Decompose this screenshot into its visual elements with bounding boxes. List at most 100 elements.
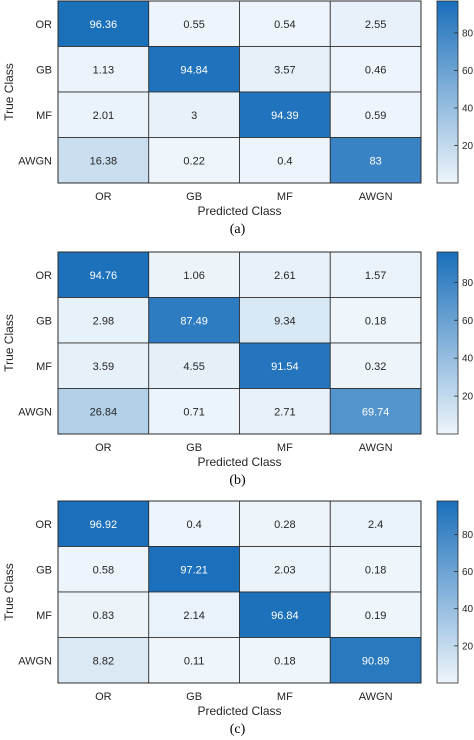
colorbar-tick-label: 20: [462, 392, 474, 403]
cell-value: 3: [191, 110, 197, 122]
x-axis-label: Predicted Class: [197, 704, 281, 718]
x-axis-label: Predicted Class: [197, 204, 281, 218]
y-tick-label: OR: [36, 19, 53, 31]
panel-caption: (b): [229, 473, 246, 488]
colorbar-tick-label: 80: [462, 530, 474, 541]
confusion-matrix-2: 94.76 1.06 2.61 1.57 2.98 87.49 9.34 0.18 3.59 4.…: [2, 251, 474, 488]
cell-value: 2.4: [368, 519, 383, 531]
matrix-cell: [329, 637, 422, 684]
y-tick-label: AWGN: [18, 155, 52, 167]
cell-value: 69.74: [362, 406, 390, 418]
cell-value: 96.92: [90, 519, 118, 531]
colorbar: [436, 500, 459, 684]
matrix-cell: [57, 500, 150, 547]
cell-value: 2.03: [274, 564, 295, 576]
x-tick-label: AWGN: [359, 442, 393, 454]
cell-value: 1.06: [183, 270, 204, 282]
cell-value: 0.18: [365, 315, 386, 327]
matrix-cell: [57, 251, 150, 298]
cell-value: 16.38: [90, 155, 118, 167]
cell-value: 3.57: [274, 64, 295, 76]
cell-value: 2.14: [183, 610, 204, 622]
cell-value: 0.83: [93, 610, 114, 622]
cell-value: 87.49: [180, 315, 208, 327]
y-tick-label: GB: [36, 64, 52, 76]
cell-value: 26.84: [90, 406, 118, 418]
cell-value: 94.39: [271, 110, 299, 122]
cell-value: 0.18: [274, 655, 295, 667]
y-axis-label: True Class: [2, 563, 16, 621]
matrix-cell: [148, 388, 240, 435]
y-tick-label: OR: [36, 270, 53, 282]
matrix-cell: [57, 388, 150, 435]
matrix-border: [57, 0, 422, 184]
cell-value: 1.13: [93, 64, 114, 76]
cell-value: 0.28: [274, 519, 295, 531]
matrix-cell: [148, 137, 240, 184]
panel-caption: (a): [230, 222, 246, 237]
matrix-cell: [148, 91, 240, 138]
matrix-cell: [329, 0, 422, 47]
cell-value: 0.4: [277, 155, 292, 167]
x-tick-label: GB: [186, 442, 202, 454]
matrix-cell: [57, 297, 150, 344]
x-tick-label: AWGN: [359, 191, 393, 203]
cell-value: 91.54: [271, 361, 299, 373]
cell-value: 0.18: [365, 564, 386, 576]
cell-value: 0.32: [365, 361, 386, 373]
x-tick-label: OR: [95, 191, 112, 203]
matrix-cell: [148, 637, 240, 684]
x-tick-label: OR: [95, 691, 112, 703]
cell-value: 0.22: [183, 155, 204, 167]
matrix-cell: [239, 591, 331, 638]
colorbar-tick-label: 80: [462, 278, 474, 289]
matrix-cell: [239, 342, 331, 389]
x-tick-label: MF: [277, 191, 293, 203]
colorbar-tick-label: 40: [462, 604, 474, 615]
y-axis-label: True Class: [2, 63, 16, 121]
matrix-cell: [329, 342, 422, 389]
matrix-cell: [329, 46, 422, 93]
confusion-matrix-1: 96.36 0.55 0.54 2.55 1.13 94.84 3.57 0.46 2.01 3 9…: [2, 0, 474, 237]
y-tick-label: MF: [36, 610, 52, 622]
matrix-cell: [329, 388, 422, 435]
matrix-cell: [329, 546, 422, 593]
cell-value: 0.19: [365, 610, 386, 622]
y-tick-label: MF: [36, 110, 52, 122]
matrix-cell: [148, 342, 240, 389]
cell-value: 97.21: [180, 564, 208, 576]
cell-value: 0.55: [183, 19, 204, 31]
x-tick-label: AWGN: [359, 691, 393, 703]
matrix-cell: [148, 46, 240, 93]
cell-value: 0.4: [186, 519, 201, 531]
matrix-border: [57, 251, 422, 435]
cell-value: 94.76: [90, 270, 118, 282]
cell-value: 2.98: [93, 315, 114, 327]
cell-value: 2.55: [365, 19, 386, 31]
matrix-cell: [57, 0, 150, 47]
colorbar: [436, 251, 459, 435]
matrix-cell: [329, 500, 422, 547]
colorbar: [436, 0, 459, 184]
matrix-cell: [329, 591, 422, 638]
cell-value: 3.59: [93, 361, 114, 373]
cell-value: 0.58: [93, 564, 114, 576]
confusion-matrix-3: 96.92 0.4 0.28 2.4 0.58 97.21 2.03 0.18 0.83 2.14…: [2, 500, 474, 737]
matrix-cell: [148, 297, 240, 344]
matrix-cell: [148, 251, 240, 298]
x-axis-label: Predicted Class: [197, 455, 281, 469]
colorbar-tick-label: 40: [462, 354, 474, 365]
matrix-cell: [329, 297, 422, 344]
matrix-cell: [148, 0, 240, 47]
cell-value: 2.71: [274, 406, 295, 418]
y-tick-label: AWGN: [18, 655, 52, 667]
cell-value: 2.61: [274, 270, 295, 282]
colorbar-tick-label: 40: [462, 103, 474, 114]
y-tick-label: AWGN: [18, 406, 52, 418]
matrix-cell: [148, 546, 240, 593]
matrix-cell: [239, 388, 331, 435]
panel-caption: (c): [230, 722, 246, 737]
colorbar-tick-label: 60: [462, 66, 474, 77]
colorbar-tick-label: 60: [462, 316, 474, 327]
